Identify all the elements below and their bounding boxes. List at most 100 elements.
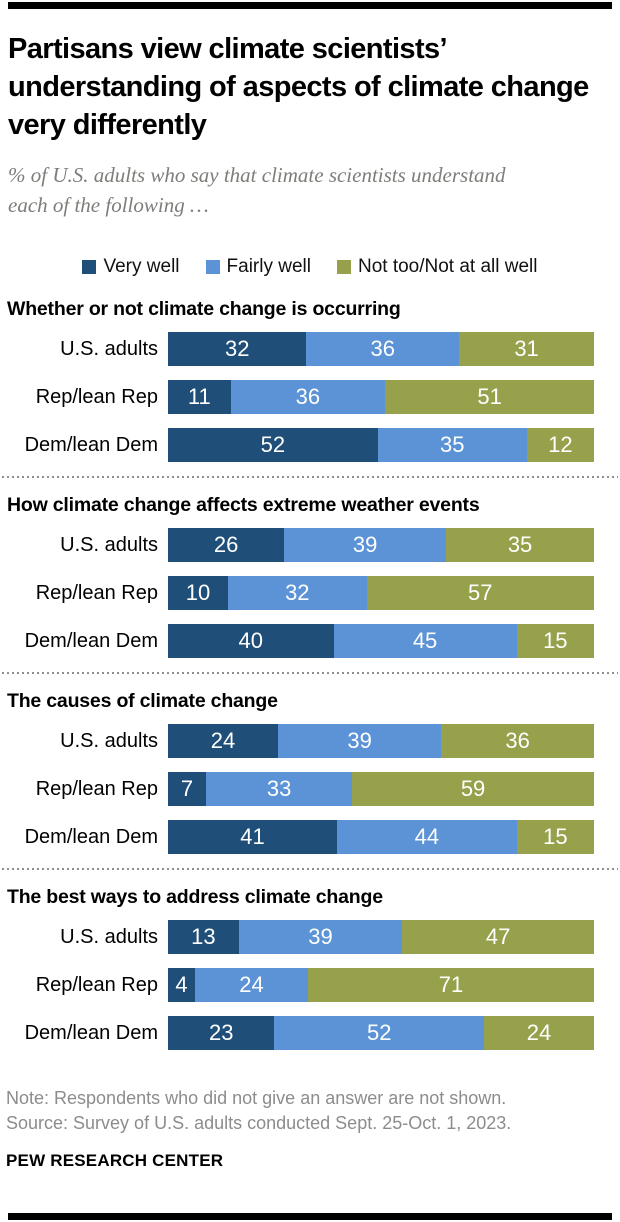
bar-segment: 52 xyxy=(168,428,378,462)
bar-segment: 11 xyxy=(168,380,231,414)
row-label: Dem/lean Dem xyxy=(24,825,158,848)
bar-segment-value: 39 xyxy=(347,728,372,753)
bar-segment: 4 xyxy=(168,968,195,1002)
section-title: The best ways to address climate change xyxy=(7,886,383,908)
legend-swatch-icon xyxy=(205,260,220,274)
section-divider xyxy=(2,476,618,478)
bar-row: Rep/lean Rep 11 36 51 xyxy=(9,380,611,414)
stacked-bar: 13 39 47 xyxy=(168,920,594,954)
bar-segment: 52 xyxy=(274,1016,485,1050)
legend-swatch-icon xyxy=(82,260,97,274)
bar-segment-value: 24 xyxy=(239,972,264,997)
bar-segment: 13 xyxy=(168,920,239,954)
bar-segment-value: 23 xyxy=(208,1020,234,1045)
bar-row: U.S. adults 26 39 35 xyxy=(9,528,611,562)
row-label: U.S. adults xyxy=(60,729,158,752)
bar-segment: 23 xyxy=(168,1016,275,1050)
bar-row: U.S. adults 24 39 36 xyxy=(9,724,611,758)
row-label: Dem/lean Dem xyxy=(24,433,158,456)
bar-segment: 39 xyxy=(238,920,403,954)
legend-label: Not too/Not at all well xyxy=(357,256,538,277)
bar-segment-value: 35 xyxy=(507,532,533,557)
bar-segment: 40 xyxy=(168,624,334,658)
section-divider xyxy=(2,868,618,870)
chart-footer: Note: Respondents who did not give an an… xyxy=(6,1086,614,1171)
stacked-bar: 11 36 51 xyxy=(168,380,594,414)
bar-segment-value: 24 xyxy=(210,728,236,753)
bar-segment-value: 31 xyxy=(514,336,539,361)
bar-segment: 47 xyxy=(402,920,594,954)
bar-row: Dem/lean Dem 41 44 15 xyxy=(9,820,611,854)
bar-segment-value: 57 xyxy=(468,580,493,605)
stacked-bar: 24 39 36 xyxy=(168,724,594,758)
row-label: Dem/lean Dem xyxy=(24,629,158,652)
bar-segment: 32 xyxy=(168,332,307,366)
chart-sections: Whether or not climate change is occurri… xyxy=(0,298,620,1050)
stacked-bar: 4 24 71 xyxy=(168,968,594,1002)
legend-label: Very well xyxy=(103,256,180,277)
stacked-bar: 26 39 35 xyxy=(168,528,594,562)
bar-segment-value: 10 xyxy=(185,580,211,605)
bar-segment-value: 13 xyxy=(191,924,216,949)
bar-segment: 26 xyxy=(168,528,285,562)
bar-segment: 51 xyxy=(385,380,594,414)
bar-segment-value: 47 xyxy=(485,924,511,949)
bar-segment: 71 xyxy=(307,968,594,1002)
row-label: Dem/lean Dem xyxy=(24,1021,158,1044)
section-title: Whether or not climate change is occurri… xyxy=(7,298,401,320)
bar-row: Rep/lean Rep 4 24 71 xyxy=(9,968,611,1002)
bar-segment-value: 7 xyxy=(180,776,194,801)
section-title: The causes of climate change xyxy=(7,690,278,712)
legend-item: Very well xyxy=(82,256,180,278)
bar-segment: 10 xyxy=(168,576,229,610)
row-label: Rep/lean Rep xyxy=(35,581,158,604)
section-title: How climate change affects extreme weath… xyxy=(7,494,480,516)
bar-segment: 24 xyxy=(484,1016,594,1050)
section-divider xyxy=(2,672,618,674)
bar-segment-value: 35 xyxy=(439,432,465,457)
chart-section: Whether or not climate change is occurri… xyxy=(0,298,620,478)
row-label: Rep/lean Rep xyxy=(35,385,158,408)
bar-segment: 31 xyxy=(459,332,594,366)
bar-segment-value: 39 xyxy=(352,532,378,557)
stacked-bar: 52 35 12 xyxy=(168,428,594,462)
bar-segment-value: 59 xyxy=(460,776,486,801)
stacked-bar: 7 33 59 xyxy=(168,772,594,806)
bar-segment: 7 xyxy=(168,772,207,806)
footer-source: Source: Survey of U.S. adults conducted … xyxy=(6,1113,512,1133)
bar-segment-value: 41 xyxy=(240,824,265,849)
bar-segment: 36 xyxy=(441,724,594,758)
bar-segment: 12 xyxy=(526,428,594,462)
bar-row: Rep/lean Rep 10 32 57 xyxy=(9,576,611,610)
bar-segment-value: 71 xyxy=(438,972,464,997)
bar-segment: 44 xyxy=(337,820,517,854)
bar-segment: 36 xyxy=(230,380,386,414)
bar-segment-value: 4 xyxy=(175,972,188,997)
bar-segment-value: 52 xyxy=(260,432,286,457)
top-rule xyxy=(8,2,612,9)
bar-segment: 15 xyxy=(516,624,594,658)
bar-segment: 32 xyxy=(228,576,367,610)
legend-swatch-icon xyxy=(336,260,351,274)
bar-segment-value: 26 xyxy=(213,532,239,557)
bar-segment-value: 32 xyxy=(285,580,310,605)
legend-item: Not too/Not at all well xyxy=(336,256,538,278)
chart-section: The causes of climate change U.S. adults 2… xyxy=(0,690,620,870)
bar-segment-value: 36 xyxy=(295,384,321,409)
bar-segment: 57 xyxy=(366,576,594,610)
bar-segment-value: 12 xyxy=(548,432,573,457)
legend-label: Fairly well xyxy=(226,256,311,277)
bar-segment-value: 52 xyxy=(366,1020,392,1045)
stacked-bar: 32 36 31 xyxy=(168,332,594,366)
row-label: U.S. adults xyxy=(60,533,158,556)
bar-segment: 45 xyxy=(333,624,517,658)
bar-row: Rep/lean Rep 7 33 59 xyxy=(9,772,611,806)
bar-segment-value: 36 xyxy=(370,336,396,361)
bar-segment: 39 xyxy=(284,528,447,562)
bar-row: Dem/lean Dem 52 35 12 xyxy=(9,428,611,462)
bar-segment-value: 15 xyxy=(543,628,568,653)
row-label: Rep/lean Rep xyxy=(35,777,158,800)
bar-segment: 36 xyxy=(306,332,460,366)
chart-section: How climate change affects extreme weath… xyxy=(0,494,620,674)
page-title: Partisans view climate scientists’ under… xyxy=(8,33,589,141)
